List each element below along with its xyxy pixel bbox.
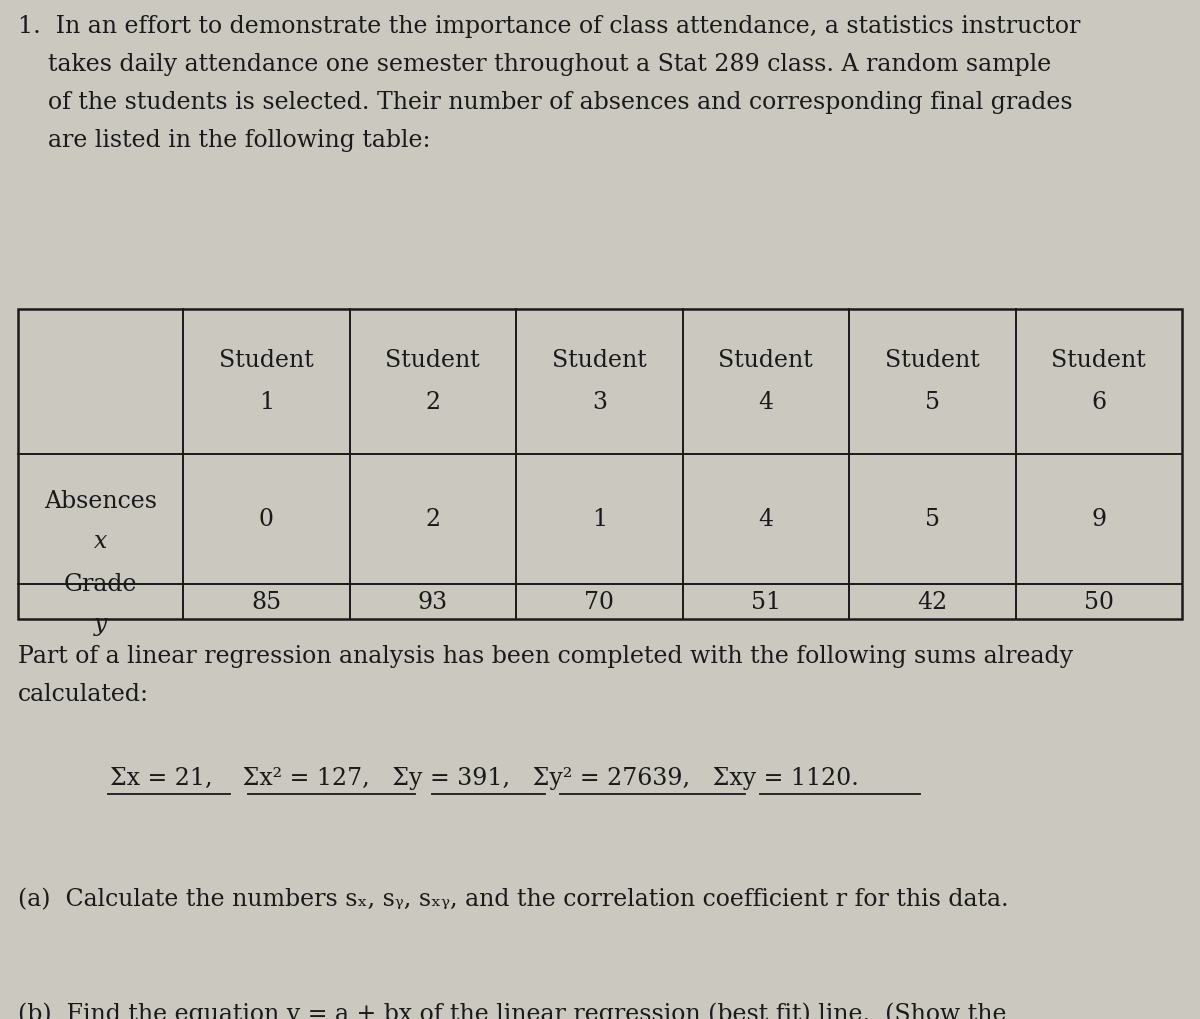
- Text: Student: Student: [1051, 348, 1146, 372]
- Bar: [18, 310, 1182, 620]
- Text: Student: Student: [884, 348, 979, 372]
- Text: 1: 1: [592, 508, 607, 531]
- Text: 0: 0: [259, 508, 274, 531]
- Text: 1.  In an effort to demonstrate the importance of class attendance, a statistics: 1. In an effort to demonstrate the impor…: [18, 15, 1080, 38]
- Text: 2: 2: [425, 390, 440, 414]
- Text: 42: 42: [917, 590, 947, 613]
- Text: 70: 70: [584, 590, 614, 613]
- Text: calculated:: calculated:: [18, 683, 149, 705]
- Text: 1: 1: [259, 390, 274, 414]
- Text: (a)  Calculate the numbers sₓ, sᵧ, sₓᵧ, and the correlation coefficient r for th: (a) Calculate the numbers sₓ, sᵧ, sₓᵧ, a…: [18, 888, 1009, 910]
- Text: Student: Student: [719, 348, 814, 372]
- Text: Student: Student: [218, 348, 313, 372]
- Text: 2: 2: [425, 508, 440, 531]
- Text: 50: 50: [1084, 590, 1114, 613]
- Text: (b)  Find the equation y = a + bx of the linear regression (best fit) line.  (Sh: (b) Find the equation y = a + bx of the …: [18, 1002, 1007, 1019]
- Text: Grade: Grade: [64, 573, 137, 595]
- Text: Σx = 21,    Σx² = 127,   Σy = 391,   Σy² = 27639,   Σxy = 1120.: Σx = 21, Σx² = 127, Σy = 391, Σy² = 2763…: [110, 766, 859, 789]
- Text: y: y: [94, 612, 107, 636]
- Text: 85: 85: [251, 590, 281, 613]
- Text: 51: 51: [751, 590, 781, 613]
- Text: 9: 9: [1091, 508, 1106, 531]
- Text: Absences: Absences: [44, 490, 157, 513]
- Text: are listed in the following table:: are listed in the following table:: [18, 128, 431, 152]
- Text: Student: Student: [385, 348, 480, 372]
- Text: 5: 5: [925, 390, 940, 414]
- Text: Student: Student: [552, 348, 647, 372]
- Text: 5: 5: [925, 508, 940, 531]
- Text: 93: 93: [418, 590, 448, 613]
- Text: 3: 3: [592, 390, 607, 414]
- Text: 4: 4: [758, 390, 773, 414]
- Text: 4: 4: [758, 508, 773, 531]
- Text: Part of a linear regression analysis has been completed with the following sums : Part of a linear regression analysis has…: [18, 644, 1073, 667]
- Text: takes daily attendance one semester throughout a Stat 289 class. A random sample: takes daily attendance one semester thro…: [18, 53, 1051, 76]
- Text: 6: 6: [1091, 390, 1106, 414]
- Text: of the students is selected. Their number of absences and corresponding final gr: of the students is selected. Their numbe…: [18, 91, 1073, 114]
- Text: x: x: [94, 530, 107, 553]
